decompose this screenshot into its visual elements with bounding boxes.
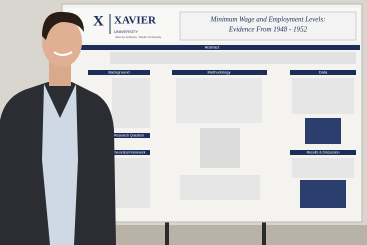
section-heading: Data (319, 70, 328, 75)
data-table (305, 118, 341, 144)
photo: X XAVIER UNIVERSITY Minimum Wage and Emp… (0, 0, 367, 245)
logo-subtext: UNIVERSITY (114, 29, 138, 34)
text-block (110, 52, 356, 64)
logo-text: XAVIER (114, 15, 157, 27)
section-heading: Results & Discussion (307, 150, 340, 154)
poster-title: Minimum Wage and Employment Levels: (210, 16, 326, 24)
section-heading: Abstract (205, 45, 221, 50)
section-heading: Background (108, 70, 129, 75)
section-heading: Methodology (208, 70, 231, 75)
map-figure (200, 128, 240, 168)
section-heading: Research Question (114, 133, 144, 137)
logo-x: X (93, 13, 104, 29)
text-block (176, 78, 262, 123)
text-block (292, 158, 354, 178)
text-block (112, 78, 150, 128)
figure (180, 175, 260, 200)
poster-author: Jeremy Johnson, Xavier University (115, 35, 162, 39)
section-heading: Theoretical Framework (113, 150, 146, 154)
poster-title: Evidence From 1948 - 1952 (228, 26, 308, 34)
text-block (292, 78, 354, 114)
results-table (300, 180, 346, 208)
text-block (112, 158, 150, 208)
